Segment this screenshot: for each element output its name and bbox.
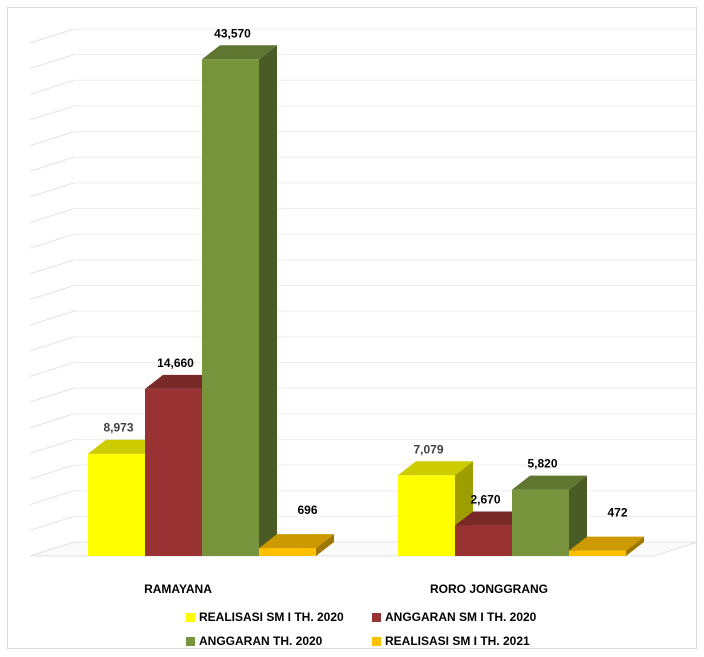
bar-roro-jonggrang-series-0: [398, 461, 473, 556]
legend-label: REALISASI SM I TH. 2020: [199, 610, 344, 624]
category-labels: RAMAYANA RORO JONGGRANG: [144, 582, 548, 596]
gridline-side: [29, 310, 75, 326]
legend-item-anggaran-2020: ANGGARAN TH. 2020: [186, 634, 322, 648]
data-label: 5,820: [527, 457, 557, 471]
gridline-side: [29, 131, 75, 147]
legend-swatch: [186, 636, 195, 646]
bar-top: [145, 374, 220, 389]
gridline-side: [29, 79, 75, 95]
legend-swatch: [372, 636, 381, 646]
data-labels: 8,973 14,660 43,570 696 7,079 2,670 5,820 472: [103, 26, 627, 519]
bar-top: [398, 461, 473, 476]
category-label-roro-jonggrang: RORO JONGGRANG: [430, 582, 548, 596]
gridline-side: [29, 490, 75, 506]
bar-front: [398, 475, 455, 556]
gridline-side: [29, 208, 75, 224]
category-label-ramayana: RAMAYANA: [144, 582, 212, 596]
gridline-side: [29, 387, 75, 403]
bar-front: [88, 453, 145, 556]
data-label: 7,079: [413, 442, 443, 456]
legend-item-anggaran-sm-2020: ANGGARAN SM I TH. 2020: [372, 610, 536, 624]
bar-front: [512, 489, 569, 556]
legend-label: ANGGARAN SM I TH. 2020: [385, 610, 537, 624]
gridline-side: [29, 54, 75, 70]
legend-swatch: [186, 612, 195, 622]
legend-swatch: [372, 612, 381, 622]
legend-item-realisasi-2021: REALISASI SM I TH. 2021: [372, 634, 530, 648]
bar-top: [569, 536, 644, 551]
gridline-side: [29, 233, 75, 249]
bars: [88, 45, 644, 556]
bar-front: [569, 550, 626, 556]
bar-ramayana-series-3: [259, 534, 334, 556]
gridline-side: [29, 515, 75, 531]
gridline-side: [29, 336, 75, 352]
bar-side: [259, 45, 277, 556]
data-label: 43,570: [214, 26, 251, 40]
bar-front: [145, 388, 202, 556]
bar-top: [259, 534, 334, 549]
bar-side: [569, 475, 587, 556]
bar-side: [626, 536, 644, 556]
bar-side: [316, 534, 334, 556]
bar-roro-jonggrang-series-2: [512, 475, 587, 556]
gridline-side: [29, 361, 75, 377]
bar-front: [259, 548, 316, 556]
gridline-side: [29, 182, 75, 198]
gridline-side: [29, 259, 75, 275]
bar-top: [88, 439, 163, 454]
gridline-side: [29, 156, 75, 172]
gridline-side: [29, 285, 75, 300]
legend-label: REALISASI SM I TH. 2021: [385, 634, 530, 648]
bar-front: [455, 525, 512, 556]
bar-roro-jonggrang-series-3: [569, 536, 644, 556]
gridline-side: [29, 413, 75, 429]
data-label: 2,670: [470, 493, 500, 507]
legend-item-realisasi-2020: REALISASI SM I TH. 2020: [186, 610, 344, 624]
gridline-side: [29, 28, 75, 44]
bar-ramayana-series-2: [202, 45, 277, 556]
bar-top: [455, 511, 530, 526]
bar-top: [202, 45, 277, 60]
bar-front: [202, 59, 259, 556]
gridline-side: [29, 464, 75, 480]
data-label: 14,660: [157, 356, 194, 370]
data-label: 696: [297, 503, 317, 517]
gridline-side: [29, 105, 75, 121]
gridline-side: [29, 438, 75, 454]
data-label: 472: [607, 506, 627, 520]
data-label: 8,973: [103, 421, 133, 435]
bar-top: [512, 475, 587, 490]
legend-label: ANGGARAN TH. 2020: [199, 634, 323, 648]
